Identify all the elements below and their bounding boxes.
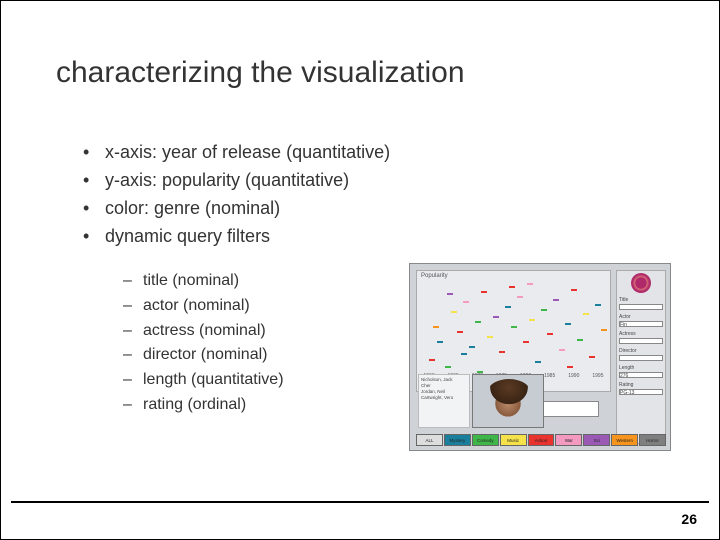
genre-legend: ALLMysteryComedyMusicActionWarSciWestern…	[416, 434, 666, 446]
scatter-dot	[469, 346, 475, 348]
scatter-dot	[589, 356, 595, 358]
main-bullet-list: x-axis: year of release (quantitative) y…	[83, 139, 390, 251]
slide: characterizing the visualization x-axis:…	[0, 0, 720, 540]
scatter-dot	[437, 341, 443, 343]
filter-row: RatingPG-13	[619, 382, 663, 395]
slide-title: characterizing the visualization	[56, 56, 465, 90]
filter-field[interactable]: Fin	[619, 321, 663, 327]
filter-label: Length	[619, 365, 663, 371]
scatter-dot	[547, 333, 553, 335]
info-line: Cartwright, Vero	[421, 395, 467, 401]
sub-bullet-item: director (nominal)	[123, 343, 284, 368]
scatter-dot	[445, 366, 451, 368]
x-tick: 1995	[592, 373, 603, 379]
filter-row: ActorFin	[619, 314, 663, 327]
scatter-dot	[553, 299, 559, 301]
scatter-dot	[567, 366, 573, 368]
bullet-item: x-axis: year of release (quantitative)	[83, 139, 390, 167]
legend-swatch: Mystery	[444, 434, 471, 446]
footer-rule	[11, 501, 709, 503]
scatter-dot	[475, 321, 481, 323]
sub-bullet-item: actress (nominal)	[123, 319, 284, 344]
page-number: 26	[681, 511, 697, 527]
scatter-dot	[595, 304, 601, 306]
filter-field[interactable]	[619, 304, 663, 310]
filter-field[interactable]: 276	[619, 372, 663, 378]
scatter-dot	[447, 293, 453, 295]
filter-label: Rating	[619, 382, 663, 388]
filter-label: Actor	[619, 314, 663, 320]
filter-label: Director	[619, 348, 663, 354]
x-tick: 1990	[568, 373, 579, 379]
scatter-dot	[481, 291, 487, 293]
scatter-dot	[511, 326, 517, 328]
scatter-dot	[463, 301, 469, 303]
legend-swatch: Horror	[639, 434, 666, 446]
scatter-dot	[493, 316, 499, 318]
sub-bullet-list: title (nominal) actor (nominal) actress …	[123, 269, 284, 418]
scatter-dot	[509, 286, 515, 288]
filter-row: Director	[619, 348, 663, 361]
scatter-dot	[433, 326, 439, 328]
sub-bullet-item: rating (ordinal)	[123, 393, 284, 418]
film-reel-icon	[631, 273, 651, 293]
filter-label: Actress	[619, 331, 663, 337]
bullet-item: y-axis: popularity (quantitative)	[83, 167, 390, 195]
scatter-dot	[429, 359, 435, 361]
legend-swatch: Comedy	[472, 434, 499, 446]
scatter-dot	[499, 351, 505, 353]
filter-field[interactable]: PG-13	[619, 389, 663, 395]
scatter-dot	[529, 319, 535, 321]
scatter-dot	[535, 361, 541, 363]
scatter-dot	[487, 336, 493, 338]
filter-field[interactable]	[619, 355, 663, 361]
legend-swatch: Action	[528, 434, 555, 446]
filter-panel: Title ActorFin Actress Director Length276 Rat…	[616, 270, 666, 444]
scatter-dot	[461, 353, 467, 355]
sub-bullet-item: actor (nominal)	[123, 294, 284, 319]
legend-swatch: War	[555, 434, 582, 446]
scatter-dot	[451, 311, 457, 313]
scatter-dot	[457, 331, 463, 333]
sub-bullet-item: length (quantitative)	[123, 368, 284, 393]
filter-row: Actress	[619, 331, 663, 344]
scatter-dot	[565, 323, 571, 325]
bullet-item: color: genre (nominal)	[83, 195, 390, 223]
legend-swatch: Western	[611, 434, 638, 446]
bullet-item: dynamic query filters	[83, 223, 390, 251]
x-tick: 1985	[544, 373, 555, 379]
filter-row: Title	[619, 297, 663, 310]
legend-swatch: Music	[500, 434, 527, 446]
sub-bullet-item: title (nominal)	[123, 269, 284, 294]
scatter-dot	[571, 289, 577, 291]
scatter-dot	[523, 341, 529, 343]
scatter-dot	[527, 283, 533, 285]
filmfinder-thumbnail: Popularity Witches of Eastwick, The Mill…	[409, 263, 671, 451]
scatter-dot	[577, 339, 583, 341]
scatter-dot	[583, 313, 589, 315]
scatter-dot	[505, 306, 511, 308]
filter-field[interactable]	[619, 338, 663, 344]
scatter-dot	[601, 329, 607, 331]
legend-swatch: Sci	[583, 434, 610, 446]
filter-label: Title	[619, 297, 663, 303]
info-card: Nicholson, Jack Cher Jordan, Neil Cartwr…	[418, 374, 470, 428]
scatter-dot	[517, 296, 523, 298]
scatter-dot	[559, 349, 565, 351]
y-axis-label: Popularity	[421, 273, 448, 279]
filter-row: Length276	[619, 365, 663, 378]
scatter-dot	[541, 309, 547, 311]
actress-photo	[472, 374, 544, 428]
legend-swatch: ALL	[416, 434, 443, 446]
